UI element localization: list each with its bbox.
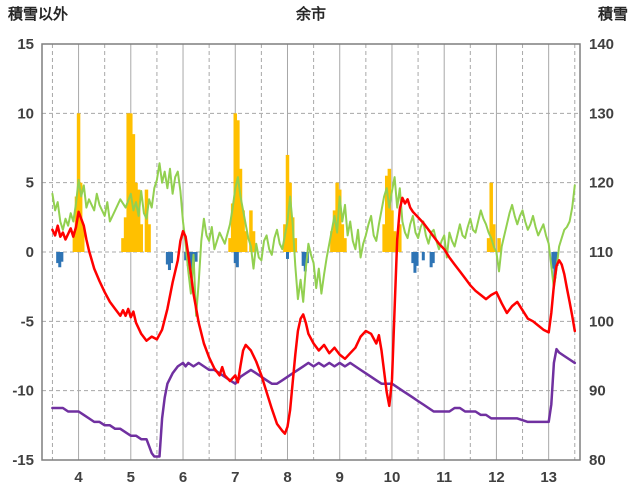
right-axis-tick-label: 80 bbox=[589, 452, 606, 469]
right-axis-tick-label: 90 bbox=[589, 383, 606, 400]
left-axis-title: 積雪以外 bbox=[8, 6, 69, 23]
right-axis-title: 積雪 bbox=[597, 6, 628, 23]
left-axis-tick-label: -15 bbox=[12, 452, 34, 469]
left-axis-tick-label: 10 bbox=[17, 105, 34, 122]
right-axis-tick-label: 100 bbox=[589, 313, 614, 330]
right-axis-tick-label: 120 bbox=[589, 175, 614, 192]
x-axis-tick-label: 5 bbox=[127, 469, 135, 486]
x-axis-tick-label: 6 bbox=[179, 469, 187, 486]
x-axis-tick-label: 13 bbox=[540, 469, 557, 486]
x-axis-tick-label: 9 bbox=[336, 469, 344, 486]
left-axis-tick-label: -5 bbox=[21, 313, 34, 330]
x-axis-tick-label: 12 bbox=[488, 469, 505, 486]
chart-title: 余市 bbox=[295, 6, 326, 23]
x-axis-tick-label: 4 bbox=[74, 469, 83, 486]
x-axis-tick-label: 11 bbox=[436, 469, 452, 486]
x-axis-tick-label: 10 bbox=[384, 469, 401, 486]
left-axis-tick-label: 0 bbox=[26, 244, 34, 261]
x-axis-tick-label: 7 bbox=[231, 469, 239, 486]
x-axis-tick-label: 8 bbox=[283, 469, 291, 486]
right-axis-tick-label: 130 bbox=[589, 105, 614, 122]
right-axis-tick-label: 140 bbox=[589, 36, 614, 53]
left-axis-tick-label: 5 bbox=[26, 175, 34, 192]
left-axis-tick-label: -10 bbox=[12, 383, 34, 400]
left-axis-tick-label: 15 bbox=[17, 36, 34, 53]
right-axis-tick-label: 110 bbox=[589, 244, 613, 261]
